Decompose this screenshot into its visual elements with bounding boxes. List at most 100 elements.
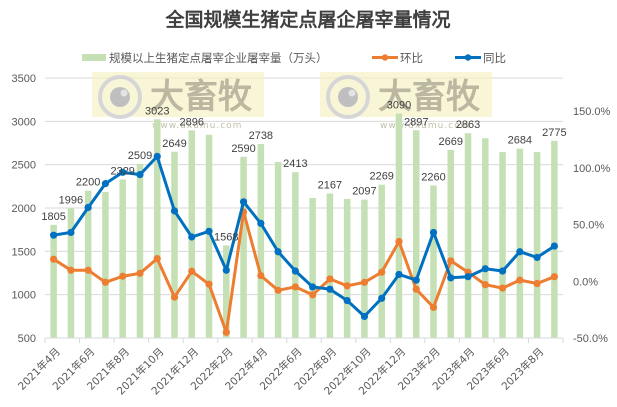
legend-item-mom: 环比 xyxy=(372,51,423,65)
line-marker xyxy=(67,266,75,274)
bar xyxy=(482,138,489,338)
line-marker xyxy=(360,278,369,286)
line-marker xyxy=(222,266,230,274)
line-marker xyxy=(498,284,507,292)
line-marker xyxy=(326,275,334,283)
legend-swatch-bar-icon xyxy=(82,54,106,61)
bar-value-label: 2590 xyxy=(231,143,255,155)
line-marker xyxy=(119,272,127,280)
right-axis-tick: 0.0% xyxy=(573,276,598,288)
bar-value-label: 2896 xyxy=(180,116,204,128)
bar-value-label: 2200 xyxy=(76,177,100,189)
line-marker xyxy=(343,296,351,305)
bar xyxy=(292,172,299,338)
watermark-url: www.dxumu.com xyxy=(380,121,470,131)
line-marker xyxy=(84,266,92,274)
bar xyxy=(171,151,178,338)
line-marker xyxy=(309,291,317,299)
line-marker xyxy=(481,265,489,273)
line-marker xyxy=(101,278,110,286)
legend-item-volume: 规模以上生猪定点屠宰企业屠宰量（万头） xyxy=(82,51,328,65)
chart-title: 全国规模生猪定点屠企屠宰量情况 xyxy=(164,8,450,31)
line-series xyxy=(50,152,558,336)
bar xyxy=(464,133,472,338)
bar-value-label: 2097 xyxy=(352,186,376,198)
line-marker xyxy=(326,285,334,293)
watermark: 大畜牧 www.dxumu.com xyxy=(320,72,492,131)
bar-value-label: 2260 xyxy=(421,171,445,183)
line-marker xyxy=(188,267,196,275)
bar-value-label: 2413 xyxy=(283,158,307,170)
bar-series xyxy=(50,113,558,339)
bar-value-label: 2897 xyxy=(404,116,428,128)
bar xyxy=(136,163,144,338)
left-axis-tick: 500 xyxy=(18,333,36,345)
right-axis-tick: -50.0% xyxy=(573,333,608,345)
bar xyxy=(50,224,57,338)
line-marker xyxy=(188,233,196,241)
bar xyxy=(378,184,385,338)
bar xyxy=(395,113,403,339)
line-marker xyxy=(50,255,58,263)
right-axis-tick: 150.0% xyxy=(573,106,611,118)
right-axis-tick: 100.0% xyxy=(573,163,611,175)
line-marker xyxy=(222,328,230,336)
line-marker xyxy=(291,283,299,291)
bar-value-label: 2509 xyxy=(128,150,152,162)
watermark-text: 大畜牧 xyxy=(378,77,481,117)
bar xyxy=(533,152,541,338)
bar-value-label: 2649 xyxy=(162,138,186,150)
bar xyxy=(412,130,420,338)
bar xyxy=(343,198,351,338)
left-axis-tick: 2000 xyxy=(12,203,36,215)
line-marker xyxy=(343,282,351,290)
watermark-logo-icon xyxy=(326,75,370,119)
watermark: 大畜牧 www.dxumu.com xyxy=(92,72,264,131)
bar-value-label: 2684 xyxy=(508,135,532,147)
left-axis: 500 1000 1500 2000 2500 3000 3500 xyxy=(12,73,36,345)
bar-value-label: 2775 xyxy=(542,127,566,139)
line-marker xyxy=(412,285,420,293)
left-axis-tick: 3500 xyxy=(12,73,36,85)
line-marker xyxy=(395,270,403,279)
bar xyxy=(153,119,161,338)
watermark-text: 大畜牧 xyxy=(150,77,253,117)
legend-item-yoy: 同比 xyxy=(455,51,506,65)
left-axis-tick: 1000 xyxy=(12,290,36,302)
line-marker xyxy=(205,227,213,235)
yoy-line xyxy=(50,152,558,321)
line-marker xyxy=(481,281,489,289)
legend-label-mom: 环比 xyxy=(400,51,423,65)
bar-value-label: 2269 xyxy=(369,171,393,183)
legend-label-volume: 规模以上生猪定点屠宰企业屠宰量（万头） xyxy=(109,51,328,65)
line-marker xyxy=(378,268,386,276)
bar xyxy=(102,191,109,338)
line-marker xyxy=(447,274,455,282)
data-labels: 1805 1996 2200 2329 2509 3023 2649 2896 1568 2590… xyxy=(41,100,566,244)
line-marker xyxy=(119,168,127,176)
bar-value-label: 3090 xyxy=(387,100,411,112)
bar xyxy=(499,152,506,338)
bar-value-label: 2738 xyxy=(249,130,273,142)
bar xyxy=(240,156,247,338)
line-marker xyxy=(239,198,248,206)
bar xyxy=(119,179,126,338)
line-marker xyxy=(136,170,144,179)
line-marker xyxy=(498,267,507,275)
mom-line xyxy=(50,208,558,336)
bar xyxy=(447,150,455,338)
line-marker xyxy=(153,254,161,263)
line-marker xyxy=(50,231,58,239)
line-marker xyxy=(67,228,75,237)
watermark-url: www.dxumu.com xyxy=(152,121,242,131)
bar xyxy=(84,190,92,338)
right-axis-tick: 50.0% xyxy=(573,220,604,232)
watermark-logo-icon xyxy=(98,75,142,119)
bar-value-label: 1996 xyxy=(59,194,83,206)
bar-value-label: 2329 xyxy=(110,165,134,177)
line-marker xyxy=(516,248,524,256)
bar xyxy=(205,134,213,338)
legend-marker-orange-icon xyxy=(381,54,389,61)
bar-value-label: 1568 xyxy=(214,231,238,243)
